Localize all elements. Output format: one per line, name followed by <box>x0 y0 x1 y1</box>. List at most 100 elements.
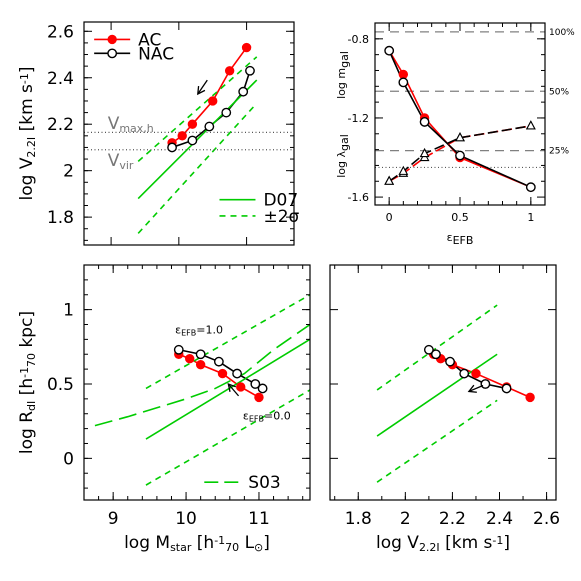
series-green-solid-line <box>145 338 310 440</box>
series-tri-black-point-2 <box>419 147 430 158</box>
series-nac-point-2 <box>419 117 430 127</box>
series-ac-point-5 <box>241 42 252 53</box>
series-nac-point-5 <box>245 65 255 76</box>
x-axis-label: log Mstar [h-170 L⊙] <box>124 533 270 554</box>
series-nac-point-1 <box>431 349 441 360</box>
trend-arrow-head <box>467 384 477 393</box>
x-axis-label: log V2.2I [km s-1] <box>376 533 510 554</box>
annotation-sub: vir <box>119 159 134 172</box>
x-tick-label: 0 <box>386 211 393 224</box>
series-nac-point-4 <box>250 379 261 389</box>
y-axis-label-sub: dI <box>25 401 38 411</box>
x-axis-label-unit2: L <box>239 533 254 553</box>
legend-marker-point-0 <box>107 48 118 59</box>
annotation-rest: =0.0 <box>264 410 291 423</box>
percent-label: 50% <box>549 87 569 97</box>
series-nac-point-5 <box>257 383 268 394</box>
y-axis-label-end: ] <box>17 66 37 73</box>
trend-arrow-head <box>227 382 237 392</box>
y-tick-label: 0 <box>63 449 74 469</box>
series-ac-point-1 <box>177 131 187 141</box>
series-ac-point-2 <box>187 119 198 129</box>
series-nac-point-4 <box>480 379 491 389</box>
series-green-solid-line <box>376 353 498 437</box>
annotation-text: ε <box>175 323 181 336</box>
x-axis-label-end: ] <box>503 533 510 553</box>
series-d07-line <box>137 79 258 200</box>
series-nac-point-4 <box>525 182 536 193</box>
y-axis-label: log V2.2I [km s-1] <box>17 66 38 200</box>
y-tick-label: 1 <box>63 301 74 321</box>
y-axis-label-unit: [km s <box>17 84 37 137</box>
series-nac-point-5 <box>501 383 512 394</box>
x-axis-label-sup: -1 <box>214 534 225 547</box>
y-axis-label-main: log R <box>17 411 37 454</box>
y-tick-label: 1.8 <box>47 208 74 228</box>
series-green-dash-line <box>376 399 498 483</box>
y-tick-label: 2.6 <box>47 22 74 42</box>
x-tick-label: 11 <box>248 509 270 529</box>
x-tick-label: 2.2 <box>439 509 466 529</box>
annotation-1: εEFB=0.0 <box>243 410 291 424</box>
series-ac-point-4 <box>236 382 246 392</box>
series-ac-point-5 <box>525 392 535 403</box>
y-axis-label: log RdI [h-170 kpc] <box>17 311 38 454</box>
x-axis-label-sub2: 70 <box>225 541 239 554</box>
series-green-dash-line <box>145 389 310 486</box>
plot-frame <box>83 264 311 501</box>
y-axis-label-bottom: log λgal <box>335 134 351 178</box>
trend-arrow <box>468 384 484 393</box>
y-tick-label: 2.4 <box>47 69 74 89</box>
y-axis-label-top: log mgal <box>335 51 351 99</box>
annotation-0: Vmax,h <box>108 114 154 135</box>
series-tri-black-point-4 <box>525 120 536 130</box>
plot-area <box>376 304 531 483</box>
x-axis-label: εEFB <box>447 231 474 247</box>
y-axis-label-bottom-main: log λ <box>335 151 348 178</box>
y-axis-label-top-main: log m <box>335 68 348 99</box>
trend-arrow <box>197 79 208 95</box>
x-axis-label-sub: star <box>170 541 192 554</box>
series-tri-black-point-0 <box>384 175 395 185</box>
series-nac-point-0 <box>173 344 184 355</box>
x-axis-label-unit: [h <box>191 533 214 553</box>
legend-label: S03 <box>248 473 280 493</box>
panel-size-vs-velocity: 1.8 2 2.2 2.4 2.6 log V2.2I [km s-1] <box>329 264 560 554</box>
legend-label: NAC <box>138 44 174 64</box>
x-tick-label: 1.8 <box>345 509 372 529</box>
series-nac-point-3 <box>459 368 470 379</box>
annotation-rest: =1.0 <box>196 323 223 336</box>
plot-frame <box>329 264 557 501</box>
annotation-sub: EFB <box>249 415 264 424</box>
series-green-dash-line <box>145 294 310 390</box>
trend-arrow <box>227 383 240 397</box>
series-nac-point-0 <box>423 344 434 355</box>
x-tick-label: 0.5 <box>451 211 469 224</box>
x-tick-label: 2.4 <box>486 509 513 529</box>
series-ac-point-4 <box>224 66 235 76</box>
y-tick-label: -1.2 <box>348 112 369 125</box>
x-tick-label: 10 <box>175 509 197 529</box>
plot-frame <box>83 21 295 246</box>
x-tick-label: 9 <box>108 509 119 529</box>
series-nac-point-2 <box>445 356 455 367</box>
legend-label: AC <box>138 30 161 50</box>
percent-label: 100% <box>549 28 575 38</box>
percent-label: 25% <box>549 147 569 157</box>
series-nac-line <box>388 50 532 188</box>
series-tri-black-point-3 <box>455 132 465 142</box>
x-tick-label: 2 <box>400 509 411 529</box>
series-ac-point-2 <box>195 359 206 370</box>
series-nac-point-3 <box>221 107 232 118</box>
y-axis-label-sub: 2.2I <box>25 137 38 158</box>
series-ac-point-3 <box>217 368 228 379</box>
series-tri-black-point-1 <box>398 165 409 175</box>
y-tick-label: -0.8 <box>348 33 369 46</box>
series-green-dash-line <box>137 102 258 234</box>
y-axis-label-unit: [h <box>17 378 37 401</box>
x-axis-label-sub: 2.2I <box>419 541 440 554</box>
trend-arrow-head <box>197 85 206 96</box>
